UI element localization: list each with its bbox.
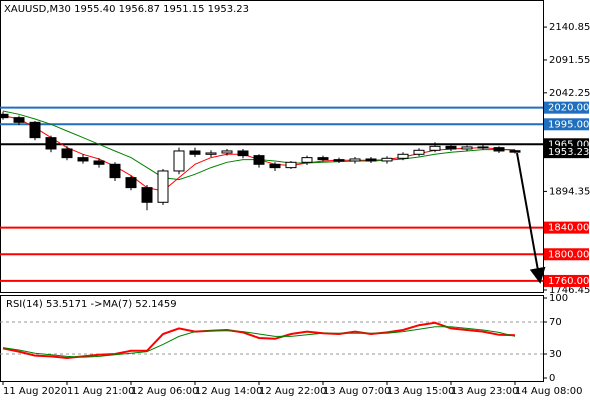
- rsi-y-tick-label: 100: [549, 293, 568, 304]
- x-tick-label: 13 Aug 07:00: [323, 386, 390, 397]
- candle-body: [509, 150, 521, 153]
- rsi-y-tick-label: 70: [549, 317, 562, 328]
- candle-body: [141, 187, 153, 203]
- chart-title: XAUUSD,M30 1955.40 1956.87 1951.15 1953.…: [4, 4, 249, 15]
- level-label: 2020.00: [548, 103, 589, 114]
- candle-body: [77, 157, 89, 162]
- candle-body: [269, 163, 281, 169]
- candle-body: [349, 158, 361, 162]
- rsi-y-tick-label: 30: [549, 349, 562, 360]
- candle-body: [109, 163, 121, 179]
- y-tick-label: 2042.25: [549, 88, 590, 99]
- candle-body: [445, 145, 457, 150]
- rsi-line: [2, 326, 516, 358]
- rsi-frame: [0, 295, 544, 382]
- candle-body: [333, 159, 345, 162]
- x-tick-label: 13 Aug 23:00: [451, 386, 518, 397]
- candle-body: [365, 158, 377, 162]
- candle-body: [381, 157, 393, 162]
- level-label: 1840.00: [548, 223, 589, 234]
- level-label-box: [544, 248, 589, 261]
- x-tick-label: 11 Aug 2020: [3, 386, 67, 397]
- rsi-y-tick-label: 0: [549, 373, 555, 384]
- y-tick-label: 2091.55: [549, 55, 590, 66]
- level-label-box: [544, 118, 589, 131]
- candle-body: [157, 170, 169, 203]
- moving-average: [2, 115, 516, 192]
- candle-body: [397, 153, 409, 159]
- candle-body: [0, 113, 9, 119]
- candle-body: [301, 157, 313, 163]
- candle-body: [285, 161, 297, 169]
- x-tick-label: 13 Aug 15:00: [387, 386, 454, 397]
- rsi-title: RSI(14) 53.5171 ->MA(7) 52.1459: [6, 299, 177, 310]
- candle-body: [45, 137, 57, 150]
- level-label: 1800.00: [548, 249, 589, 260]
- x-tick-label: 14 Aug 08:00: [515, 386, 582, 397]
- candle-body: [13, 117, 25, 123]
- level-label: 1760.00: [548, 276, 589, 287]
- rsi-line: [2, 321, 516, 360]
- candle-body: [429, 145, 441, 151]
- candle-body: [189, 150, 201, 155]
- level-label-box: [544, 274, 589, 287]
- candle-body: [125, 177, 137, 189]
- forecast-arrow: [516, 152, 546, 284]
- candle-body: [237, 150, 249, 157]
- y-tick-label: 1746.45: [549, 285, 590, 296]
- x-tick-label: 12 Aug 14:00: [195, 386, 262, 397]
- candle-body: [61, 148, 73, 159]
- candle-body: [477, 146, 489, 149]
- level-label: 1995.00: [548, 119, 589, 130]
- y-tick-label: 2140.85: [549, 22, 590, 33]
- candle-body: [493, 147, 505, 152]
- x-tick-label: 11 Aug 21:00: [67, 386, 134, 397]
- price-label: 1953.23: [548, 147, 589, 158]
- main-frame: [0, 0, 544, 293]
- level-label-box: [544, 101, 589, 114]
- x-tick-label: 12 Aug 22:00: [259, 386, 326, 397]
- level-label-box: [544, 221, 589, 234]
- candle-body: [253, 155, 265, 165]
- y-tick-label: 1894.35: [549, 186, 590, 197]
- candle-body: [173, 150, 185, 172]
- candle-body: [221, 150, 233, 154]
- candle-body: [93, 160, 105, 165]
- x-tick-label: 12 Aug 06:00: [131, 386, 198, 397]
- candle-body: [413, 149, 425, 155]
- candle-body: [205, 152, 217, 155]
- candle-body: [317, 157, 329, 161]
- candle-body: [461, 146, 473, 150]
- level-label: 1965.00: [548, 139, 589, 150]
- price-label-box: [544, 146, 589, 159]
- candle-body: [29, 121, 41, 139]
